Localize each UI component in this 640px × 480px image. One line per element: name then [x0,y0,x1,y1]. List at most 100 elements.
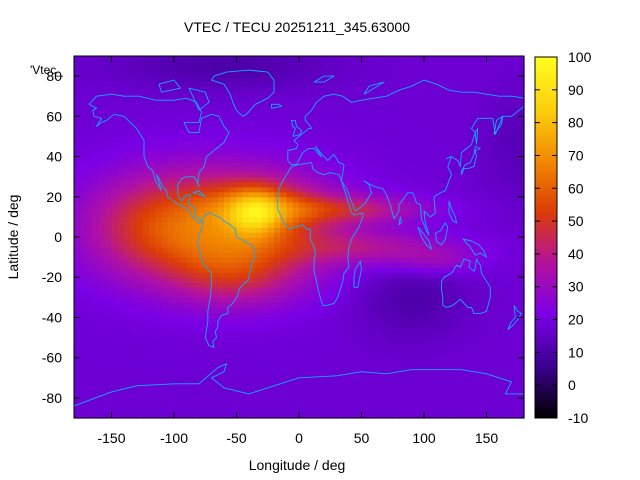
heat-cell [124,86,131,92]
heat-cell [292,226,300,233]
heat-cell [280,116,288,122]
heat-cell [474,282,481,288]
heat-cell [386,407,394,414]
heat-cell [505,287,513,293]
heat-cell [361,252,369,258]
heat-cell [155,171,163,178]
heat-cell [236,372,244,379]
heat-cell [230,176,238,183]
heat-cell [230,146,238,153]
heat-cell [199,166,206,173]
heat-cell [330,392,338,399]
heat-cell [74,367,81,374]
heat-cell [149,347,156,354]
heat-cell [242,377,250,384]
heat-cell [292,191,300,198]
heat-cell [161,101,169,107]
heat-cell [355,322,363,329]
heat-cell [455,262,463,268]
heat-cell [430,347,438,354]
heat-cell [392,242,400,248]
heat-cell [205,397,213,404]
heat-cell [455,337,463,344]
heat-cell [380,262,388,268]
heat-cell [255,347,263,354]
heat-cell [142,372,150,379]
heat-cell [399,181,406,188]
heat-cell [467,76,475,82]
heat-cell [292,106,300,112]
heat-cell [217,96,225,102]
heat-cell [380,302,388,308]
heat-cell [480,56,488,62]
heat-cell [217,61,225,67]
heat-cell [280,56,288,62]
heat-cell [342,196,350,203]
heat-cell [92,332,100,339]
heat-cell [255,342,263,349]
heat-cell [242,81,250,87]
heat-cell [424,101,431,107]
heat-cell [499,287,506,293]
heat-cell [117,106,125,112]
heat-cell [480,161,488,168]
heat-cell [311,257,319,263]
heat-cell [455,191,463,198]
heat-cell [349,71,356,77]
heat-cell [336,367,344,374]
heat-cell [442,277,450,283]
heat-cell [455,171,463,178]
heat-cell [292,297,300,303]
heat-cell [205,201,213,208]
heat-cell [111,392,119,399]
heat-cell [380,131,388,138]
heat-cell [180,171,188,178]
heat-cell [430,367,438,374]
heat-cell [317,66,325,72]
heat-cell [386,392,394,399]
heat-cell [180,307,188,314]
heat-cell [411,302,419,308]
heat-cell [336,66,344,72]
heat-cell [117,231,125,238]
heat-cell [336,116,344,122]
heat-cell [436,317,444,324]
heat-cell [499,66,506,72]
heat-cell [336,61,344,67]
heat-cell [336,397,344,404]
heat-cell [480,86,488,92]
heat-cell [392,116,400,122]
heat-cell [99,61,106,67]
heat-cell [417,372,425,379]
heat-cell [299,242,306,248]
heat-cell [386,277,394,283]
heat-cell [136,81,144,87]
heat-cell [355,302,363,308]
heat-cell [461,402,469,409]
heat-cell [255,126,263,133]
heat-cell [255,237,263,243]
heat-cell [149,101,156,107]
heat-cell [336,161,344,168]
heat-cell [286,76,294,82]
heat-cell [142,407,150,414]
heat-cell [136,211,144,218]
heat-cell [111,312,119,319]
heat-cell [305,237,313,243]
heat-cell [117,357,125,364]
heat-cell [305,196,313,203]
heat-cell [205,96,213,102]
heat-cell [417,342,425,349]
heat-cell [505,402,513,409]
heat-cell [442,196,450,203]
heat-cell [336,357,344,364]
heat-cell [442,332,450,339]
heat-cell [430,352,438,359]
heat-cell [367,377,375,384]
heat-cell [424,282,431,288]
heat-cell [480,397,488,404]
heat-cell [249,382,256,389]
heat-cell [324,156,331,163]
heat-cell [449,242,456,248]
heat-cell [399,332,406,339]
